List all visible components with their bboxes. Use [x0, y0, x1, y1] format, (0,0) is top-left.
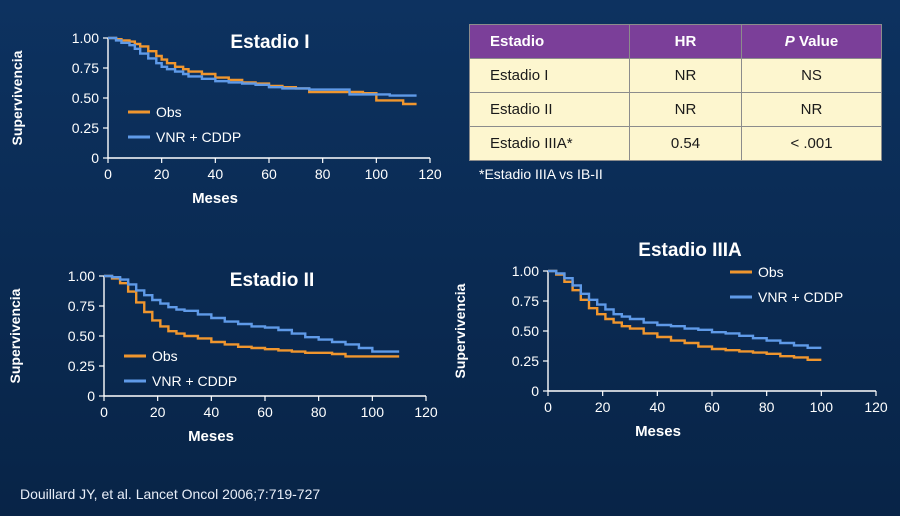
chart-title: Estadio IIIA [638, 240, 742, 261]
cell-hr: 0.54 [629, 126, 742, 161]
citation: Douillard JY, et al. Lancet Oncol 2006;7… [20, 486, 321, 502]
y-tick-label: 0.25 [72, 120, 99, 136]
cell-p-value: < .001 [741, 126, 882, 161]
header-hr: HR [629, 24, 742, 59]
y-tick-label: 0 [531, 383, 539, 399]
x-tick-label: 60 [704, 399, 720, 415]
series-line-obs [548, 269, 822, 361]
y-tick-label: 0.50 [72, 90, 99, 106]
series-line-vnr-cddp [108, 36, 417, 97]
cell-hr: NR [629, 92, 742, 127]
hazard-ratio-table: Estadio HR P Value Estadio I NR NS Estad… [469, 24, 882, 161]
cell-hr: NR [629, 58, 742, 93]
cell-estadio: Estadio II [469, 92, 630, 127]
y-tick-label: 1.00 [72, 30, 99, 46]
x-tick-label: 60 [257, 404, 273, 420]
x-axis-label: Meses [635, 423, 681, 440]
x-tick-label: 20 [154, 166, 170, 182]
x-tick-label: 20 [150, 404, 166, 420]
x-tick-label: 40 [650, 399, 666, 415]
cell-estadio: Estadio IIIA* [469, 126, 630, 161]
y-axis-label: Supervivencia [452, 283, 468, 378]
chart-title: Estadio II [230, 270, 314, 291]
y-axis-label: Supervivencia [9, 50, 25, 145]
legend-label: VNR + CDDP [156, 129, 241, 145]
x-tick-label: 0 [100, 404, 108, 420]
legend-label: Obs [758, 264, 784, 280]
y-axis-label: Supervivencia [7, 288, 23, 383]
series-line-vnr-cddp [548, 269, 822, 349]
x-tick-label: 20 [595, 399, 611, 415]
y-tick-label: 1.00 [68, 268, 95, 284]
x-tick-label: 120 [864, 399, 888, 415]
header-p-italic: P [784, 33, 795, 50]
series-line-obs [104, 274, 400, 358]
y-tick-label: 0 [87, 388, 95, 404]
x-tick-label: 0 [544, 399, 552, 415]
x-tick-label: 80 [315, 166, 331, 182]
x-tick-label: 0 [104, 166, 112, 182]
x-tick-label: 100 [361, 404, 385, 420]
x-tick-label: 40 [208, 166, 224, 182]
cell-p-value: NS [741, 58, 882, 93]
table-row: Estadio I NR NS [469, 58, 882, 93]
x-tick-label: 40 [204, 404, 220, 420]
x-tick-label: 120 [414, 404, 438, 420]
y-tick-label: 0.25 [512, 353, 539, 369]
table-header-row: Estadio HR P Value [469, 24, 882, 59]
x-tick-label: 100 [365, 166, 389, 182]
table-footnote: *Estadio IIIA vs IB-II [479, 166, 603, 182]
x-tick-label: 80 [311, 404, 327, 420]
x-tick-label: 60 [261, 166, 277, 182]
header-p-value: P Value [741, 24, 882, 59]
y-tick-label: 0.75 [72, 60, 99, 76]
chart-title: Estadio I [230, 32, 309, 53]
table-row: Estadio IIIA* 0.54 < .001 [469, 126, 882, 161]
table-row: Estadio II NR NR [469, 92, 882, 127]
x-axis-label: Meses [192, 190, 238, 207]
y-tick-label: 0.50 [512, 323, 539, 339]
header-value-word: Value [798, 33, 839, 50]
series-line-obs [108, 36, 417, 106]
series-line-vnr-cddp [104, 274, 400, 353]
legend-label: Obs [152, 348, 178, 364]
legend-label: VNR + CDDP [758, 289, 843, 305]
y-tick-label: 0.75 [512, 293, 539, 309]
x-tick-label: 80 [759, 399, 775, 415]
x-axis-label: Meses [188, 428, 234, 445]
y-tick-label: 0.50 [68, 328, 95, 344]
cell-p-value: NR [741, 92, 882, 127]
x-tick-label: 100 [810, 399, 834, 415]
x-tick-label: 120 [418, 166, 442, 182]
y-tick-label: 0.25 [68, 358, 95, 374]
y-tick-label: 0.75 [68, 298, 95, 314]
header-estadio: Estadio [469, 24, 630, 59]
y-tick-label: 0 [91, 150, 99, 166]
legend-label: Obs [156, 104, 182, 120]
y-tick-label: 1.00 [512, 263, 539, 279]
legend-label: VNR + CDDP [152, 373, 237, 389]
cell-estadio: Estadio I [469, 58, 630, 93]
